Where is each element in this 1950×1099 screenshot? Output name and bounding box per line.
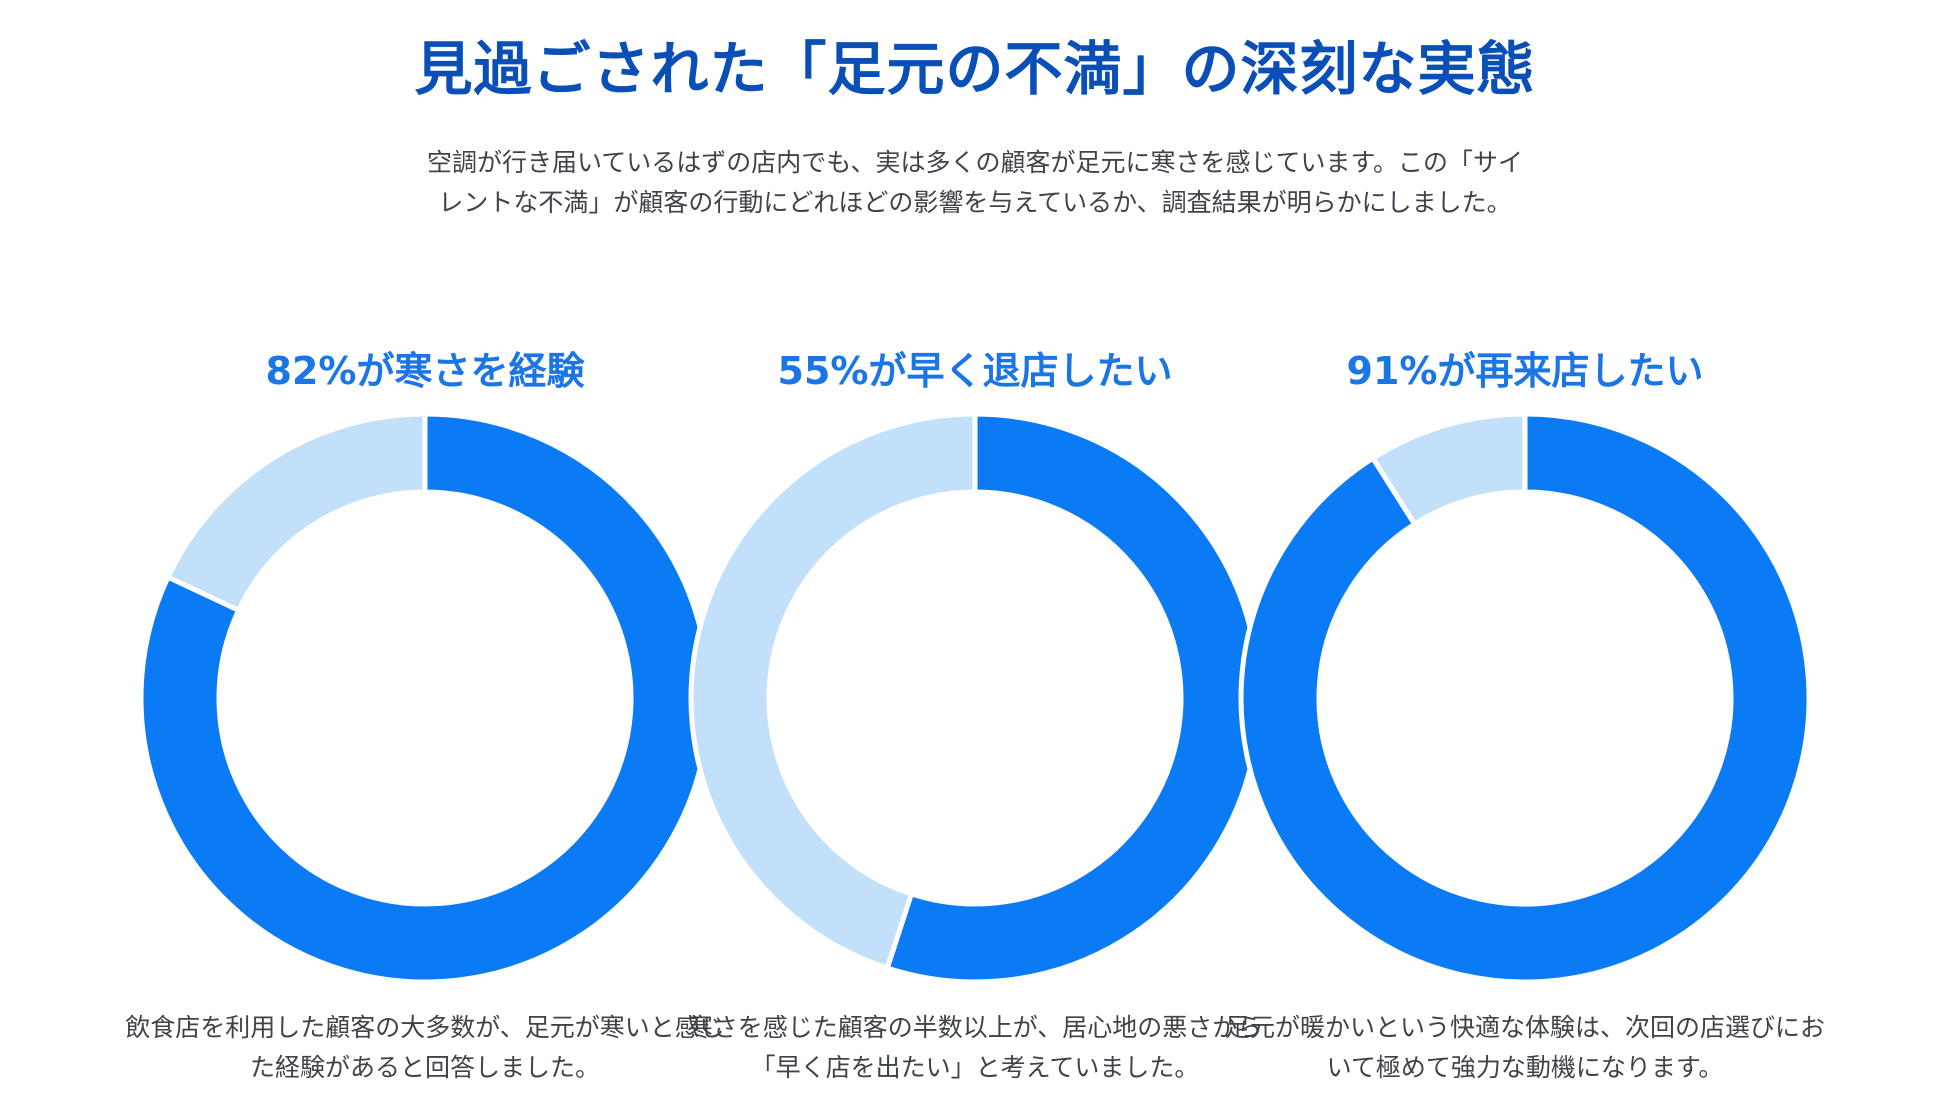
donut-slice-remainder (688, 411, 978, 971)
donut-chart (138, 411, 712, 985)
intro-text: 空調が行き届いているはずの店内でも、実は多くの顧客が足元に寒さを感じています。こ… (426, 148, 1523, 217)
chart-panel-return-visit: 91%が再来店したい 足元が暖かいという快適な体験は、次回の店選びにおいて極めて… (1215, 340, 1835, 1090)
chart-title: 82%が寒さを経験 (265, 349, 585, 393)
donut-slice-remainder (165, 411, 428, 613)
donut-chart (688, 411, 1262, 985)
chart-title: 55%が早く退店したい (777, 349, 1173, 393)
donut-slice-highlight (884, 411, 1262, 985)
donut-chart (1238, 411, 1812, 985)
chart-title: 91%が再来店したい (1346, 349, 1704, 393)
chart-panel-leave-early: 55%が早く退店したい 寒さを感じた顧客の半数以上が、居心地の悪さから「早く店を… (665, 340, 1285, 1090)
chart-caption: 寒さを感じた顧客の半数以上が、居心地の悪さから「早く店を出たい」と考えていました… (687, 1013, 1263, 1082)
page-title: 見過ごされた「足元の不満」の深刻な実態 (414, 35, 1536, 103)
chart-caption: 飲食店を利用した顧客の大多数が、足元が寒いと感じた経験があると回答しました。 (125, 1013, 725, 1082)
donut-slice-remainder (1370, 411, 1528, 527)
chart-panel-cold-experience: 82%が寒さを経験 飲食店を利用した顧客の大多数が、足元が寒いと感じた経験がある… (115, 340, 735, 1090)
chart-caption: 足元が暖かいという快適な体験は、次回の店選びにおいて極めて強力な動機になります。 (1224, 1013, 1825, 1082)
donut-slice-highlight (1238, 411, 1812, 985)
